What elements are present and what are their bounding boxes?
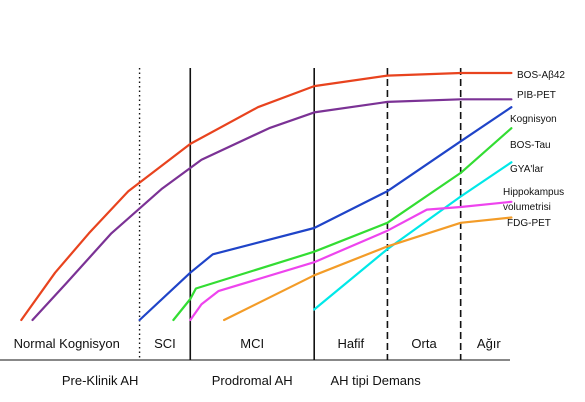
series-line-7 <box>223 216 513 322</box>
stage-bands <box>0 359 510 361</box>
series-label-4: BOS-Tau <box>510 140 551 151</box>
series-label-5: GYA'lar <box>510 164 544 175</box>
phase-labels: Pre-Klinik AH Prodromal AH AH tipi Demans <box>62 373 421 388</box>
stage-labels: Normal Kognisyon SCI MCI Hafif Orta Ağır <box>14 336 502 351</box>
stage-boundaries <box>138 68 462 360</box>
stage-label-2: SCI <box>154 336 176 351</box>
phase-label-2: Prodromal AH <box>212 373 293 388</box>
series-line-2 <box>31 98 513 322</box>
stage-label-4: Hafif <box>337 336 364 351</box>
phase-label-3: AH tipi Demans <box>330 373 421 388</box>
series-line-4 <box>172 127 513 322</box>
series-line-3 <box>138 106 513 322</box>
series-label-6: Hippokampus <box>503 187 564 198</box>
series-lines <box>20 71 513 322</box>
stage-label-5: Orta <box>411 336 437 351</box>
phase-label-1: Pre-Klinik AH <box>62 373 139 388</box>
series-label-2: PIB-PET <box>517 90 556 101</box>
series-line-6 <box>189 200 513 322</box>
series-line-5 <box>313 161 513 311</box>
series-label-7: volumetrisi <box>503 202 551 213</box>
stage-label-3: MCI <box>240 336 264 351</box>
series-label-3: Kognisyon <box>510 114 557 125</box>
stage-label-1: Normal Kognisyon <box>14 336 120 351</box>
series-line-1 <box>20 71 513 322</box>
stage-label-6: Ağır <box>477 336 502 351</box>
series-label-8: FDG-PET <box>507 218 551 229</box>
series-labels: BOS-Aβ42 PIB-PET Kognisyon BOS-Tau GYA'lar Hi… <box>503 70 565 229</box>
series-label-1: BOS-Aβ42 <box>517 70 565 81</box>
